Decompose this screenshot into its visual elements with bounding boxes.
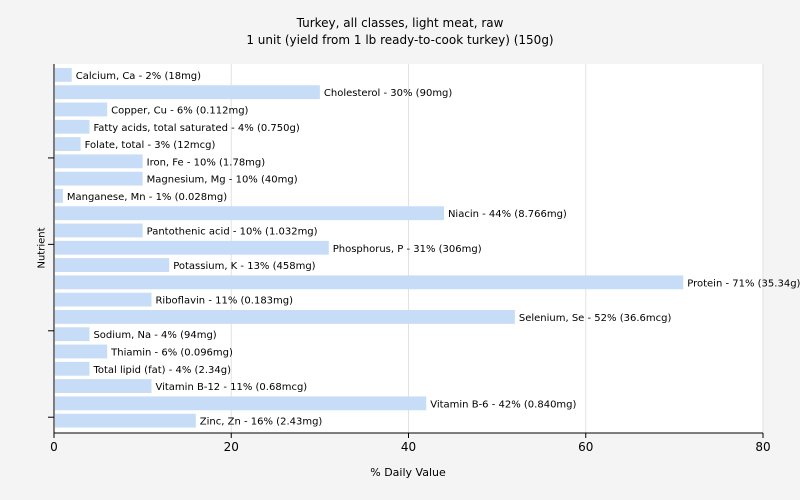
y-axis-label: Nutrient: [36, 227, 48, 269]
bar-label: Vitamin B-6 - 42% (0.840mg): [430, 399, 576, 410]
x-tick-label: 60: [578, 440, 593, 454]
bar-label: Pantothenic acid - 10% (1.032mg): [147, 226, 318, 237]
bar-label: Magnesium, Mg - 10% (40mg): [147, 175, 298, 186]
bar: [55, 292, 152, 307]
bar: [55, 171, 143, 186]
bar-label: Calcium, Ca - 2% (18mg): [76, 71, 201, 82]
bar: [55, 396, 427, 411]
bar-label: Vitamin B-12 - 11% (0.68mcg): [155, 382, 307, 393]
x-tick-label: 80: [755, 440, 770, 454]
bar-label: Folate, total - 3% (12mcg): [85, 140, 216, 151]
bar-label: Copper, Cu - 6% (0.112mg): [111, 105, 248, 116]
bar-label: Iron, Fe - 10% (1.78mg): [147, 157, 266, 168]
bar-label: Manganese, Mn - 1% (0.028mg): [67, 192, 227, 203]
bar-label: Riboflavin - 11% (0.183mg): [155, 296, 293, 307]
bar-label: Selenium, Se - 52% (36.6mcg): [519, 313, 672, 324]
bar-label: Sodium, Na - 4% (94mg): [93, 330, 216, 341]
bar-label: Thiamin - 6% (0.096mg): [110, 347, 233, 358]
bar: [55, 68, 72, 82]
bar: [55, 119, 90, 134]
bar: [55, 85, 320, 100]
chart-title: Turkey, all classes, light meat, raw: [296, 16, 504, 30]
bar: [55, 223, 143, 238]
bar-label: Cholesterol - 30% (90mg): [324, 88, 453, 99]
bar-label: Niacin - 44% (8.766mg): [448, 209, 567, 220]
x-tick-label: 20: [224, 440, 239, 454]
bar: [55, 137, 81, 151]
bar: [55, 361, 90, 376]
bar: [55, 240, 329, 255]
bar: [55, 413, 196, 428]
bar-label: Zinc, Zn - 16% (2.43mg): [200, 417, 323, 428]
bar-label: Protein - 71% (35.34g): [687, 278, 800, 289]
bar: [55, 327, 90, 342]
bar: [55, 275, 684, 290]
bar-label: Phosphorus, P - 31% (306mg): [333, 244, 482, 255]
bar: [55, 102, 108, 117]
bar: [55, 310, 515, 324]
bar-label: Total lipid (fat) - 4% (2.34g): [92, 365, 231, 376]
x-tick-label: 40: [401, 440, 416, 454]
x-axis-label: % Daily Value: [370, 466, 446, 479]
bar: [55, 189, 63, 203]
chart-subtitle: 1 unit (yield from 1 lb ready-to-cook tu…: [246, 33, 554, 47]
bar-label: Potassium, K - 13% (458mg): [173, 261, 315, 272]
bar: [55, 258, 170, 272]
bar-label: Fatty acids, total saturated - 4% (0.750…: [93, 123, 299, 134]
x-tick-label: 0: [50, 440, 58, 454]
bar: [55, 154, 143, 169]
bar: [55, 379, 152, 393]
bar: [55, 344, 108, 359]
bar: [55, 206, 444, 221]
